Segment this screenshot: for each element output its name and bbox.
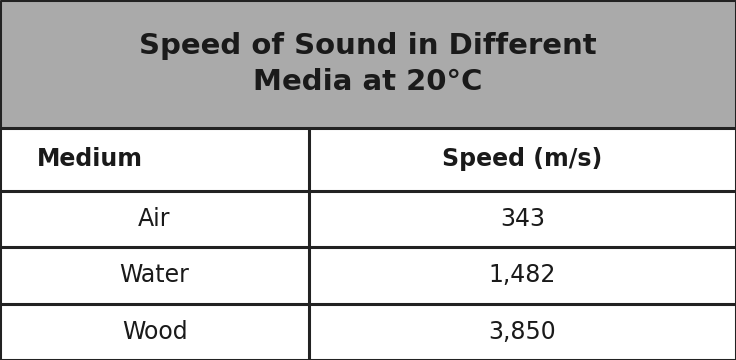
Bar bbox=[0, 0, 736, 128]
Text: 1,482: 1,482 bbox=[489, 264, 556, 287]
Bar bbox=[0, 247, 736, 303]
Text: Speed of Sound in Different
Media at 20°C: Speed of Sound in Different Media at 20°… bbox=[139, 32, 597, 96]
Text: 343: 343 bbox=[500, 207, 545, 231]
Bar bbox=[0, 191, 736, 247]
Text: Medium: Medium bbox=[37, 147, 143, 171]
Text: 3,850: 3,850 bbox=[489, 320, 556, 344]
Text: Speed (m/s): Speed (m/s) bbox=[442, 147, 603, 171]
Text: Wood: Wood bbox=[121, 320, 188, 344]
Text: Water: Water bbox=[120, 264, 189, 287]
Bar bbox=[0, 128, 736, 191]
Bar bbox=[0, 303, 736, 360]
Text: Air: Air bbox=[138, 207, 171, 231]
